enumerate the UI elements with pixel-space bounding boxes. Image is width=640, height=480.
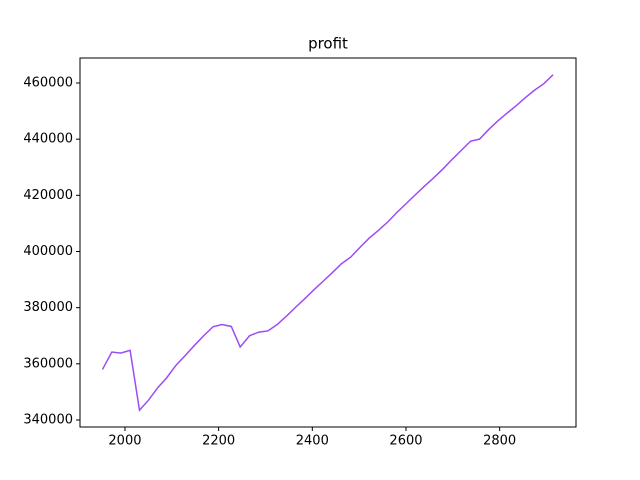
y-tick-label: 400000 <box>23 244 73 259</box>
chart-title: profit <box>308 35 348 53</box>
line <box>101 74 554 412</box>
x-tick-label: 2800 <box>483 434 516 449</box>
y-tick-label: 460000 <box>23 75 73 90</box>
y-tick-label: 380000 <box>23 300 73 315</box>
y-tick-label: 340000 <box>23 412 73 427</box>
y-tick-label: 360000 <box>23 356 73 371</box>
x-tick-label: 2600 <box>389 434 422 449</box>
x-tick-label: 2200 <box>202 434 235 449</box>
y-tick-label: 440000 <box>23 132 73 147</box>
y-tick-label: 420000 <box>23 188 73 203</box>
x-tick-label: 2400 <box>296 434 329 449</box>
axes-frame <box>79 57 577 428</box>
x-tick-label: 2000 <box>108 434 141 449</box>
